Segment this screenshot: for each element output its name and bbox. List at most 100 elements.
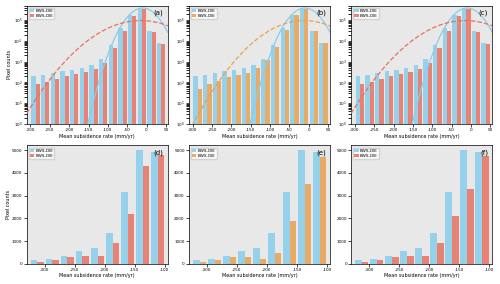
Bar xyxy=(161,44,166,284)
Bar xyxy=(223,256,230,264)
Bar xyxy=(280,28,285,284)
Bar xyxy=(422,256,428,264)
Bar xyxy=(407,256,414,264)
Bar xyxy=(370,259,377,264)
Bar xyxy=(275,47,280,284)
Bar xyxy=(200,262,206,264)
Bar xyxy=(366,75,370,284)
Bar xyxy=(438,48,442,284)
Legend: BWS-DIE, BWS-DIE: BWS-DIE, BWS-DIE xyxy=(191,8,216,19)
Bar xyxy=(466,9,470,284)
Bar xyxy=(194,76,198,284)
Bar xyxy=(106,233,112,264)
Bar xyxy=(456,16,461,284)
Bar xyxy=(138,9,142,284)
Bar xyxy=(375,73,380,284)
Bar xyxy=(198,89,202,284)
Bar xyxy=(314,31,318,284)
Bar xyxy=(362,262,368,264)
Bar xyxy=(45,82,50,284)
Text: (c): (c) xyxy=(478,9,488,16)
Bar xyxy=(99,59,103,284)
Bar xyxy=(94,69,98,284)
Bar xyxy=(256,68,260,284)
Bar xyxy=(70,70,74,284)
Bar xyxy=(437,243,444,264)
Bar xyxy=(418,69,422,284)
Bar xyxy=(386,256,392,264)
Bar xyxy=(151,152,158,264)
Bar xyxy=(274,252,281,264)
Y-axis label: Pixel counts: Pixel counts xyxy=(7,50,12,79)
Text: (b): (b) xyxy=(316,9,326,16)
Text: (d): (d) xyxy=(154,149,164,156)
Bar xyxy=(252,65,256,284)
Bar xyxy=(446,192,452,264)
Bar xyxy=(472,31,476,284)
Bar xyxy=(324,43,328,284)
Bar xyxy=(76,251,82,264)
Bar xyxy=(158,154,164,264)
Bar xyxy=(230,257,236,264)
Bar xyxy=(55,79,59,284)
Bar xyxy=(360,84,364,284)
Bar xyxy=(208,84,212,284)
Bar xyxy=(261,59,266,284)
Bar xyxy=(193,260,200,264)
Legend: BWS-DIE, BWS-DIE: BWS-DIE, BWS-DIE xyxy=(353,148,379,159)
Bar xyxy=(217,81,222,284)
Bar xyxy=(356,76,360,284)
Bar xyxy=(377,260,384,264)
Bar xyxy=(476,152,482,264)
Bar xyxy=(442,28,447,284)
Bar xyxy=(476,32,480,284)
Bar xyxy=(320,157,326,264)
X-axis label: Mean subsidence rate (mm/yr): Mean subsidence rate (mm/yr) xyxy=(384,273,460,278)
Bar xyxy=(384,71,389,284)
Bar xyxy=(467,189,473,264)
Bar xyxy=(242,68,246,284)
X-axis label: Mean subsidence rate (mm/yr): Mean subsidence rate (mm/yr) xyxy=(384,133,460,139)
Bar xyxy=(253,248,260,264)
Bar xyxy=(428,62,432,284)
Bar xyxy=(84,72,88,284)
Bar xyxy=(389,76,393,284)
Bar xyxy=(98,256,104,264)
Bar xyxy=(74,74,78,284)
Bar xyxy=(214,260,222,264)
Bar xyxy=(268,233,274,264)
Bar xyxy=(46,259,52,264)
Bar xyxy=(294,15,298,284)
Bar xyxy=(266,60,270,284)
Bar xyxy=(112,243,119,264)
Bar xyxy=(486,44,490,284)
Bar xyxy=(52,260,59,264)
Legend: BWS-DIE, BWS-DIE: BWS-DIE, BWS-DIE xyxy=(28,148,54,159)
Bar xyxy=(414,65,418,284)
Bar xyxy=(136,150,142,264)
Bar xyxy=(313,152,320,264)
Bar xyxy=(408,72,412,284)
Bar xyxy=(285,30,289,284)
Bar xyxy=(31,260,38,264)
Bar xyxy=(482,43,486,284)
Bar xyxy=(222,71,226,284)
Text: (a): (a) xyxy=(154,9,164,16)
Bar xyxy=(90,65,94,284)
Bar xyxy=(128,214,134,264)
Legend: BWS-DIE, BWS-DIE: BWS-DIE, BWS-DIE xyxy=(191,148,216,159)
Bar xyxy=(304,9,308,284)
Bar xyxy=(118,28,122,284)
Bar xyxy=(238,251,244,264)
Bar xyxy=(41,75,45,284)
Bar xyxy=(232,70,236,284)
Bar xyxy=(392,257,398,264)
Bar xyxy=(142,9,146,284)
Bar xyxy=(433,45,438,284)
Bar xyxy=(398,74,403,284)
Bar xyxy=(271,45,275,284)
Bar xyxy=(61,256,68,264)
Text: (e): (e) xyxy=(316,149,326,156)
Bar xyxy=(213,73,217,284)
Bar xyxy=(113,48,117,284)
